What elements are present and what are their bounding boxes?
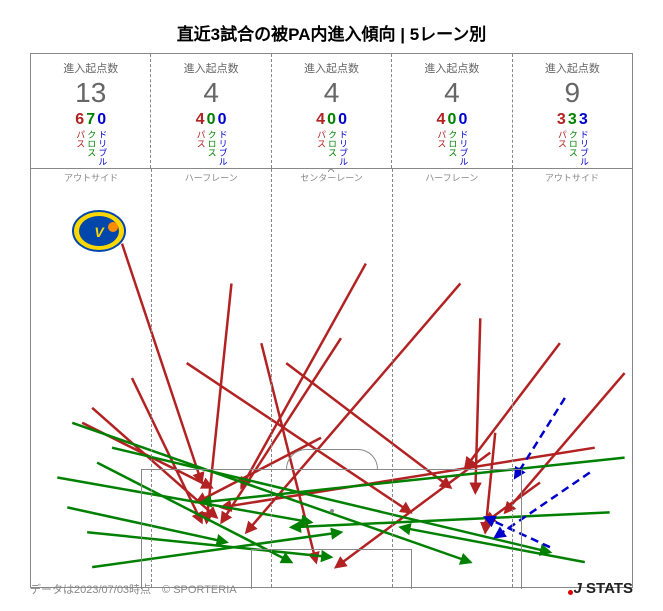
pitch: アウトサイドハーフレーンセンターレーンハーフレーンアウトサイド V — [30, 168, 633, 588]
team-logo: V — [71, 209, 127, 253]
pass-label: パス — [436, 130, 445, 148]
stat-breakdown: 4パス 0クロス 0ドリブル — [151, 112, 270, 166]
pass-label: パス — [316, 130, 325, 148]
pass-arrow — [122, 243, 202, 482]
cross-count: 0 — [447, 112, 456, 128]
pass-label: パス — [557, 130, 566, 148]
dribble-label: ドリブル — [579, 130, 588, 166]
cross-label: クロス — [86, 130, 95, 157]
center-mark — [328, 169, 334, 172]
jstats-text: J STATS — [574, 580, 633, 597]
cross-count: 0 — [327, 112, 336, 128]
cross-count: 3 — [568, 112, 577, 128]
jstats-logo: J STATS — [568, 580, 633, 597]
stat-breakdown: 4パス 0クロス 0ドリブル — [272, 112, 391, 166]
pass-count: 4 — [196, 112, 205, 128]
pass-count: 6 — [75, 112, 84, 128]
dribble-count: 3 — [579, 112, 588, 128]
stat-column: 進入起点数 4 4パス 0クロス 0ドリブル — [151, 54, 271, 168]
dribble-count: 0 — [97, 112, 106, 128]
stat-label: 進入起点数 — [513, 60, 632, 76]
stat-breakdown: 4パス 0クロス 0ドリブル — [392, 112, 511, 166]
stat-total: 4 — [272, 76, 391, 110]
cross-label: クロス — [568, 130, 577, 157]
stats-header-row: 進入起点数 13 6パス 7クロス 0ドリブル 進入起点数 4 4パス 0クロス… — [30, 53, 633, 168]
stat-total: 4 — [392, 76, 511, 110]
cross-label: クロス — [447, 130, 456, 157]
pass-arrow — [505, 373, 624, 512]
team-badge-icon: V — [71, 209, 127, 253]
penalty-spot — [330, 509, 334, 513]
dribble-count: 0 — [338, 112, 347, 128]
cross-label: クロス — [207, 130, 216, 157]
chart-title: 直近3試合の被PA内進入傾向 | 5レーン別 — [30, 20, 633, 45]
stat-total: 4 — [151, 76, 270, 110]
stat-label: 進入起点数 — [392, 60, 511, 76]
stat-label: 進入起点数 — [151, 60, 270, 76]
stat-column: 進入起点数 9 3パス 3クロス 3ドリブル — [513, 54, 632, 168]
dribble-label: ドリブル — [218, 130, 227, 166]
stat-column: 進入起点数 13 6 パス 7 クロス 0 ドリブル — [31, 54, 151, 168]
stat-label: 進入起点数 — [31, 60, 150, 76]
dribble-label: ドリブル — [458, 130, 467, 166]
pass-count: 4 — [316, 112, 325, 128]
pass-count: 3 — [557, 112, 566, 128]
stat-total: 13 — [31, 76, 150, 110]
pass-label: パス — [196, 130, 205, 148]
dribble-label: ドリブル — [97, 130, 106, 166]
stat-label: 進入起点数 — [272, 60, 391, 76]
stat-breakdown: 3パス 3クロス 3ドリブル — [513, 112, 632, 166]
cross-count: 7 — [86, 112, 95, 128]
dribble-count: 0 — [218, 112, 227, 128]
jstats-dot-icon — [568, 590, 573, 595]
cross-label: クロス — [327, 130, 336, 157]
stat-column: 進入起点数 4 4パス 0クロス 0ドリブル — [392, 54, 512, 168]
dribble-label: ドリブル — [338, 130, 347, 166]
footer: データは2023/07/03時点 © SPORTERIA J STATS — [30, 580, 633, 597]
cross-count: 0 — [207, 112, 216, 128]
penalty-arc — [286, 449, 378, 469]
stat-column: 進入起点数 4 4パス 0クロス 0ドリブル — [272, 54, 392, 168]
pass-label: パス — [75, 130, 84, 148]
chart-container: 直近3試合の被PA内進入傾向 | 5レーン別 進入起点数 13 6 パス 7 クロス… — [0, 0, 663, 611]
footer-credit: データは2023/07/03時点 © SPORTERIA — [30, 581, 237, 597]
stat-total: 9 — [513, 76, 632, 110]
pass-count: 4 — [436, 112, 445, 128]
dribble-count: 0 — [458, 112, 467, 128]
stat-breakdown: 6 パス 7 クロス 0 ドリブル — [31, 112, 150, 166]
